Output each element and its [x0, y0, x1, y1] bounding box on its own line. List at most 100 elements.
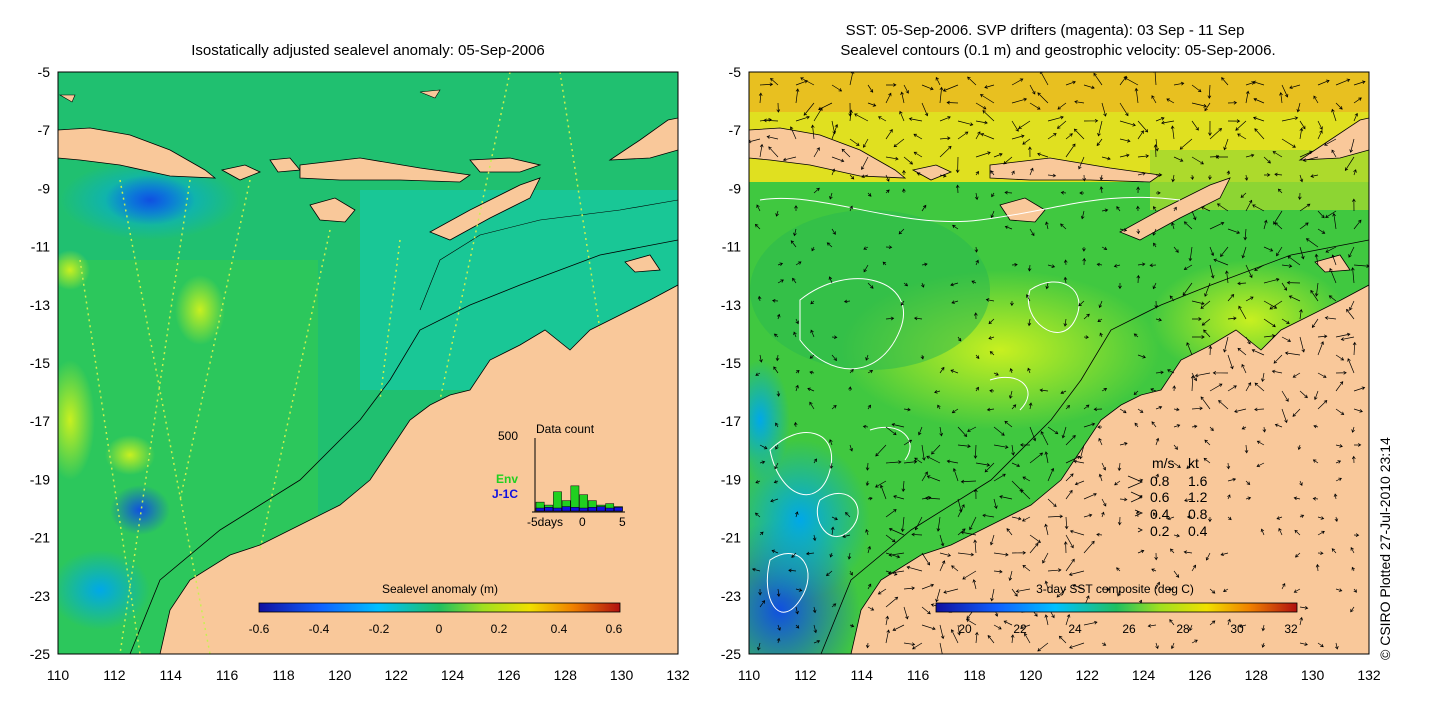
velocity-arrow	[1134, 87, 1139, 104]
sealevel-field	[58, 72, 678, 654]
velocity-arrow	[903, 84, 909, 94]
velocity-arrow	[831, 516, 838, 521]
velocity-arrow	[1039, 388, 1049, 393]
velocity-arrow	[913, 151, 923, 158]
velocity-arrow	[793, 228, 797, 237]
velocity-arrow	[1173, 246, 1179, 253]
velocity-arrow	[1191, 317, 1202, 321]
velocity-legend-kt: 1.2	[1188, 489, 1208, 505]
velocity-arrow	[1097, 425, 1103, 429]
velocity-arrow	[1096, 138, 1103, 147]
velocity-arrow	[758, 92, 763, 104]
velocity-arrow	[899, 110, 905, 122]
velocity-arrow	[879, 484, 887, 500]
velocity-arrow	[1292, 408, 1301, 417]
velocity-arrow	[1281, 582, 1286, 590]
velocity-arrow	[1209, 588, 1216, 594]
velocity-arrow	[831, 84, 843, 92]
velocity-arrow	[1226, 462, 1231, 470]
velocity-arrow	[1353, 112, 1358, 122]
velocity-arrow	[1353, 169, 1357, 176]
velocity-arrow	[1245, 153, 1255, 158]
velocity-arrow	[1044, 523, 1049, 536]
velocity-arrow	[1040, 431, 1049, 446]
velocity-arrow	[795, 384, 799, 392]
velocity-arrow	[903, 282, 909, 287]
velocity-arrow	[975, 462, 991, 467]
velocity-arrow	[975, 120, 988, 125]
velocity-arrow	[1136, 274, 1141, 284]
velocity-arrow	[971, 280, 977, 284]
velocity-arrow	[1263, 300, 1278, 309]
velocity-arrow	[795, 88, 800, 104]
velocity-arrow	[1252, 80, 1265, 86]
velocity-arrow	[1119, 497, 1128, 502]
velocity-arrow	[1317, 120, 1323, 130]
velocity-arrow	[885, 596, 899, 608]
right-y-tick: -19	[721, 471, 741, 487]
velocity-arrow	[1173, 444, 1178, 450]
sealevel-colorbar-tick: -0.4	[309, 622, 330, 636]
velocity-arrow	[1296, 102, 1301, 113]
velocity-arrow	[951, 408, 959, 414]
velocity-arrow	[1281, 336, 1292, 342]
velocity-arrow	[1188, 246, 1193, 262]
velocity-arrow	[921, 444, 926, 461]
velocity-arrow	[1173, 81, 1185, 86]
right-y-tick: -11	[722, 239, 741, 255]
velocity-arrow	[1069, 642, 1085, 649]
velocity-arrow	[974, 192, 979, 201]
right-x-tick: 124	[1132, 667, 1156, 683]
velocity-arrow	[1352, 341, 1357, 356]
velocity-arrow	[1205, 552, 1211, 561]
velocity-arrow	[1245, 90, 1250, 104]
velocity-arrow	[908, 117, 923, 122]
velocity-arrow	[766, 135, 779, 140]
right-y-tick: -13	[721, 297, 741, 313]
velocity-arrow	[1191, 84, 1202, 93]
velocity-arrow	[946, 100, 959, 105]
velocity-arrow	[1245, 496, 1252, 501]
velocity-arrow	[1065, 613, 1071, 626]
velocity-arrow	[773, 333, 779, 338]
velocity-arrow	[847, 552, 852, 560]
velocity-arrow	[1335, 408, 1345, 415]
left-x-tick: 112	[103, 667, 126, 683]
velocity-arrow	[795, 588, 803, 592]
velocity-arrow	[962, 570, 977, 580]
velocity-arrow	[1134, 422, 1139, 428]
velocity-arrow	[960, 479, 977, 484]
velocity-arrow	[1335, 642, 1339, 650]
right-y-tick: -15	[721, 355, 741, 371]
velocity-arrow	[1349, 300, 1355, 311]
velocity-arrow	[812, 534, 817, 542]
velocity-arrow	[810, 300, 815, 305]
velocity-arrow	[1225, 270, 1229, 284]
velocity-arrow	[939, 116, 951, 122]
velocity-arrow	[849, 570, 853, 576]
velocity-arrow	[759, 600, 766, 608]
velocity-arrow	[867, 606, 875, 611]
right-x-tick: 116	[907, 667, 930, 683]
velocity-arrow	[921, 624, 936, 631]
velocity-arrow	[1281, 264, 1293, 268]
velocity-arrow	[1351, 455, 1356, 464]
velocity-arrow	[1116, 206, 1121, 212]
velocity-arrow	[885, 129, 893, 140]
velocity-arrow	[807, 387, 815, 392]
data-count-env-label: Env	[496, 472, 518, 486]
velocity-arrow	[1208, 174, 1212, 180]
velocity-arrow	[1324, 316, 1337, 320]
velocity-arrow	[1186, 462, 1193, 469]
velocity-arrow	[1080, 210, 1085, 220]
velocity-arrow	[1215, 155, 1229, 159]
velocity-arrow	[1169, 548, 1175, 554]
velocity-arrow	[1245, 199, 1253, 212]
velocity-arrow	[902, 169, 906, 176]
velocity-arrow	[1263, 173, 1271, 177]
velocity-arrow	[1274, 172, 1283, 177]
velocity-arrow	[993, 444, 1009, 449]
velocity-arrow	[862, 424, 869, 429]
velocity-arrow	[917, 426, 923, 436]
velocity-arrow	[1335, 460, 1342, 464]
